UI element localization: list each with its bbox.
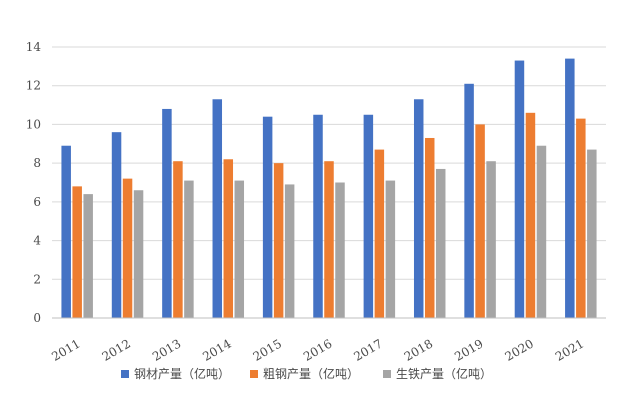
bar-2013-series-1	[162, 108, 172, 318]
bar-2012-series-1	[111, 132, 122, 318]
bar-2016-series-1	[313, 114, 323, 318]
y-tick-label: 8	[33, 156, 41, 170]
bar-2015-series-1	[262, 116, 273, 318]
x-tick-label: 2020	[503, 336, 536, 363]
x-tick-label: 2019	[452, 336, 485, 363]
x-tick-label: 2014	[200, 336, 234, 364]
x-tick-label: 2016	[301, 336, 334, 363]
y-tick-label: 12	[26, 79, 41, 93]
bar-2017-series-1	[363, 114, 374, 318]
bar-2017-series-2	[374, 149, 385, 318]
bar-2015-series-2	[273, 163, 284, 318]
y-tick-label: 6	[33, 195, 41, 209]
x-tick-label: 2013	[150, 336, 183, 363]
bar-2014-series-3	[234, 180, 245, 318]
legend: 钢材产量（亿吨） 粗钢产量（亿吨） 生铁产量（亿吨）	[121, 366, 492, 381]
y-tick-label: 0	[33, 311, 41, 325]
y-tick-label: 2	[33, 272, 41, 286]
bar-2013-series-3	[184, 180, 194, 318]
bar-2019-series-2	[475, 124, 485, 318]
legend-swatch-3	[383, 370, 391, 378]
bar-2016-series-2	[324, 161, 334, 318]
bar-2018-series-1	[413, 99, 424, 318]
bar-2011-series-2	[72, 186, 82, 318]
legend-label-1: 钢材产量（亿吨）	[134, 366, 230, 381]
bar-2019-series-1	[464, 83, 474, 319]
legend-label-2: 粗钢产量（亿吨）	[263, 366, 359, 381]
x-tick-label: 2017	[351, 336, 384, 363]
bar-2018-series-3	[435, 168, 446, 318]
legend-label-3: 生铁产量（亿吨）	[396, 366, 492, 381]
bar-2019-series-3	[486, 161, 496, 318]
y-tick-label: 14	[26, 40, 42, 54]
y-axis-tick-labels: 0 2 4 6 8 10 12 14	[26, 40, 42, 325]
legend-swatch-1	[121, 370, 129, 378]
x-tick-label: 2012	[100, 336, 133, 363]
bar-2015-series-3	[284, 184, 295, 318]
bar-2016-series-3	[335, 182, 345, 318]
x-tick-label: 2021	[553, 336, 586, 363]
bar-2014-series-2	[223, 159, 234, 318]
bar-2013-series-2	[173, 161, 183, 318]
bar-2018-series-2	[424, 137, 435, 318]
y-tick-label: 10	[26, 117, 41, 131]
bar-2020-series-1	[514, 60, 525, 319]
bar-2011-series-3	[83, 194, 93, 318]
x-tick-label: 2018	[402, 336, 435, 363]
bar-2020-series-2	[525, 112, 536, 318]
x-tick-label: 2011	[49, 336, 82, 363]
bar-2012-series-3	[133, 190, 144, 318]
bar-2017-series-3	[385, 180, 396, 318]
legend-swatch-2	[250, 370, 258, 378]
x-tick-label: 2015	[251, 336, 284, 363]
bar-2012-series-2	[122, 178, 133, 318]
bar-2021-series-2	[576, 118, 586, 318]
bar-2011-series-1	[61, 145, 71, 318]
bar-2020-series-3	[536, 145, 547, 318]
bar-2021-series-1	[565, 58, 575, 318]
y-tick-label: 4	[33, 234, 41, 248]
bars	[61, 58, 597, 319]
bar-2014-series-1	[212, 99, 223, 318]
x-axis-tick-labels: 2011 2012 2013 2014 2015 2016 2017 2018 2019 2020…	[49, 336, 586, 364]
bar-2021-series-3	[587, 149, 597, 318]
